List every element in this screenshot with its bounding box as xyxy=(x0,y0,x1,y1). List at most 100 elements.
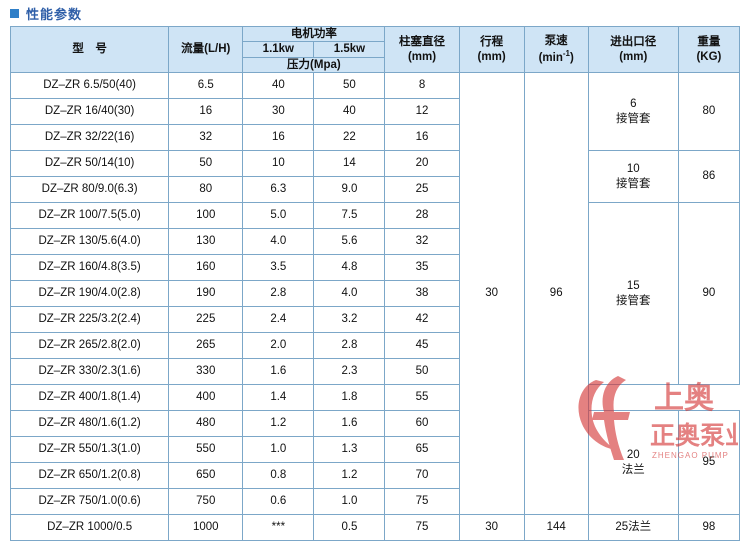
cell-flow: 6.5 xyxy=(168,72,244,100)
table-row: DZ–ZR 80/9.0(6.3) 80 6.3 9.0 25 xyxy=(9,176,740,204)
header-row-2: 1.1kw 1.5kw xyxy=(11,41,740,58)
cell-pressure-1-1kw: 1.4 xyxy=(242,384,315,412)
col-motor-power: 电机功率 xyxy=(242,25,386,43)
inlet-connection-type: 法兰 xyxy=(621,463,645,476)
cell-pressure-1-1kw: 5.0 xyxy=(242,202,315,230)
cell-model: DZ–ZR 6.5/50(40) xyxy=(9,72,170,100)
cell-piston-diameter: 25 xyxy=(384,176,460,204)
inlet-size-value: 15 xyxy=(626,280,640,293)
cell-pressure-1-1kw: 1.6 xyxy=(242,358,315,386)
table-body: DZ–ZR 6.5/50(40) 6.5 40 50 8 30 96 6 接管套… xyxy=(9,72,741,541)
cell-flow: 400 xyxy=(168,384,244,412)
cell-pressure-1-5kw: 4.8 xyxy=(313,254,386,282)
header-row-1: 型 号 流量(L/H) 电机功率 柱塞直径 (mm) 行程 (mm) 泵速 (m… xyxy=(9,25,741,74)
col-piston-diameter: 柱塞直径 (mm) xyxy=(384,25,460,74)
header-row-3: 压力(Mpa) xyxy=(11,56,740,74)
cell-model: DZ–ZR 100/7.5(5.0) xyxy=(9,202,170,230)
col-weight-label: 重量 xyxy=(697,36,721,49)
cell-piston-diameter: 8 xyxy=(384,72,460,100)
col-inlet-outlet-label: 进出口径 xyxy=(610,36,657,49)
cell-piston-diameter: 75 xyxy=(384,514,460,541)
cell-piston-diameter: 70 xyxy=(384,462,460,490)
cell-flow: 550 xyxy=(168,436,244,464)
cell-flow: 50 xyxy=(168,150,244,178)
col-model: 型 号 xyxy=(9,25,170,74)
cell-weight-95: 95 xyxy=(677,410,741,516)
cell-model: DZ–ZR 16/40(30) xyxy=(9,98,170,126)
cell-pressure-1-5kw: 1.2 xyxy=(313,462,386,490)
table-row: DZ–ZR 160/4.8(3.5) 160 3.5 4.8 35 xyxy=(9,254,740,282)
cell-pressure-1-1kw: 16 xyxy=(242,124,315,152)
cell-pressure-1-1kw: *** xyxy=(242,514,315,541)
table-row: DZ–ZR 480/1.6(1.2) 480 1.2 1.6 60 20 法兰 … xyxy=(9,410,741,516)
cell-pressure-1-5kw: 1.8 xyxy=(313,384,386,412)
col-weight: 重量 (KG) xyxy=(677,25,741,74)
cell-pressure-1-5kw: 0.5 xyxy=(313,514,386,541)
cell-model: DZ–ZR 160/4.8(3.5) xyxy=(9,254,170,282)
table-row: DZ–ZR 225/3.2(2.4) 225 2.4 3.2 42 xyxy=(9,306,740,334)
cell-flow: 330 xyxy=(168,358,244,386)
cell-flow: 100 xyxy=(168,202,244,230)
cell-inlet-outlet-15: 15 接管套 xyxy=(587,202,679,386)
table-row: DZ–ZR 6.5/50(40) 6.5 40 50 8 30 96 6 接管套… xyxy=(9,72,741,516)
cell-pressure-1-5kw: 40 xyxy=(313,98,386,126)
col-piston-diameter-label: 柱塞直径 xyxy=(399,36,446,49)
cell-pressure-1-5kw: 2.3 xyxy=(313,358,386,386)
col-pressure: 压力(Mpa) xyxy=(242,56,386,74)
cell-piston-diameter: 38 xyxy=(384,280,460,308)
cell-flow: 1000 xyxy=(168,514,244,541)
table-header: 型 号 流量(L/H) 电机功率 柱塞直径 (mm) 行程 (mm) 泵速 (m… xyxy=(9,25,741,74)
cell-model: DZ–ZR 650/1.2(0.8) xyxy=(9,462,170,490)
cell-model: DZ–ZR 50/14(10) xyxy=(9,150,170,178)
col-weight-unit: (KG) xyxy=(696,50,722,63)
performance-parameters-table: 型 号 流量(L/H) 电机功率 柱塞直径 (mm) 行程 (mm) 泵速 (m… xyxy=(9,25,741,541)
cell-pressure-1-1kw: 40 xyxy=(242,72,315,100)
cell-pressure-1-5kw: 5.6 xyxy=(313,228,386,256)
cell-model: DZ–ZR 400/1.8(1.4) xyxy=(9,384,170,412)
cell-weight-98: 98 xyxy=(677,514,741,541)
cell-flow: 130 xyxy=(168,228,244,256)
cell-flow: 80 xyxy=(168,176,244,204)
col-motor-power-1-5kw: 1.5kw xyxy=(313,41,386,58)
cell-piston-diameter: 65 xyxy=(384,436,460,464)
col-stroke: 行程 (mm) xyxy=(458,25,525,74)
cell-inlet-outlet-10: 10 接管套 xyxy=(587,150,679,204)
cell-model: DZ–ZR 1000/0.5 xyxy=(9,514,170,541)
cell-weight-80: 80 xyxy=(677,72,741,152)
cell-pressure-1-1kw: 10 xyxy=(242,150,315,178)
col-motor-power-1-1kw: 1.1kw xyxy=(242,41,315,58)
table-row: DZ–ZR 400/1.8(1.4) 400 1.4 1.8 55 xyxy=(9,384,740,412)
col-stroke-label: 行程 xyxy=(480,36,504,49)
cell-weight-86: 86 xyxy=(677,150,741,204)
cell-piston-diameter: 16 xyxy=(384,124,460,152)
inlet-size-value: 10 xyxy=(626,163,640,176)
cell-stroke-last: 30 xyxy=(458,514,525,541)
cell-piston-diameter: 35 xyxy=(384,254,460,282)
cell-model: DZ–ZR 32/22(16) xyxy=(9,124,170,152)
table-row: DZ–ZR 265/2.8(2.0) 265 2.0 2.8 45 xyxy=(9,332,740,360)
cell-flow: 265 xyxy=(168,332,244,360)
cell-model: DZ–ZR 80/9.0(6.3) xyxy=(9,176,170,204)
cell-pressure-1-1kw: 2.4 xyxy=(242,306,315,334)
cell-weight-90: 90 xyxy=(677,202,741,386)
cell-pressure-1-1kw: 2.0 xyxy=(242,332,315,360)
cell-pump-speed-merged: 96 xyxy=(523,72,589,516)
cell-flow: 225 xyxy=(168,306,244,334)
cell-piston-diameter: 20 xyxy=(384,150,460,178)
cell-flow: 32 xyxy=(168,124,244,152)
cell-pressure-1-1kw: 6.3 xyxy=(242,176,315,204)
col-flow: 流量(L/H) xyxy=(168,25,244,74)
section-header: 性能参数 xyxy=(0,0,750,26)
cell-pressure-1-5kw: 1.3 xyxy=(313,436,386,464)
cell-model: DZ–ZR 190/4.0(2.8) xyxy=(9,280,170,308)
cell-pressure-1-1kw: 1.2 xyxy=(242,410,315,438)
table-row: DZ–ZR 550/1.3(1.0) 550 1.0 1.3 65 xyxy=(9,436,740,464)
cell-pressure-1-5kw: 9.0 xyxy=(313,176,386,204)
cell-inlet-outlet-25: 25法兰 xyxy=(587,514,679,541)
col-pump-speed-label: 泵速 xyxy=(544,35,568,48)
cell-pressure-1-5kw: 2.8 xyxy=(313,332,386,360)
cell-pressure-1-5kw: 22 xyxy=(313,124,386,152)
cell-pressure-1-5kw: 1.6 xyxy=(313,410,386,438)
col-stroke-unit: (mm) xyxy=(477,50,506,63)
